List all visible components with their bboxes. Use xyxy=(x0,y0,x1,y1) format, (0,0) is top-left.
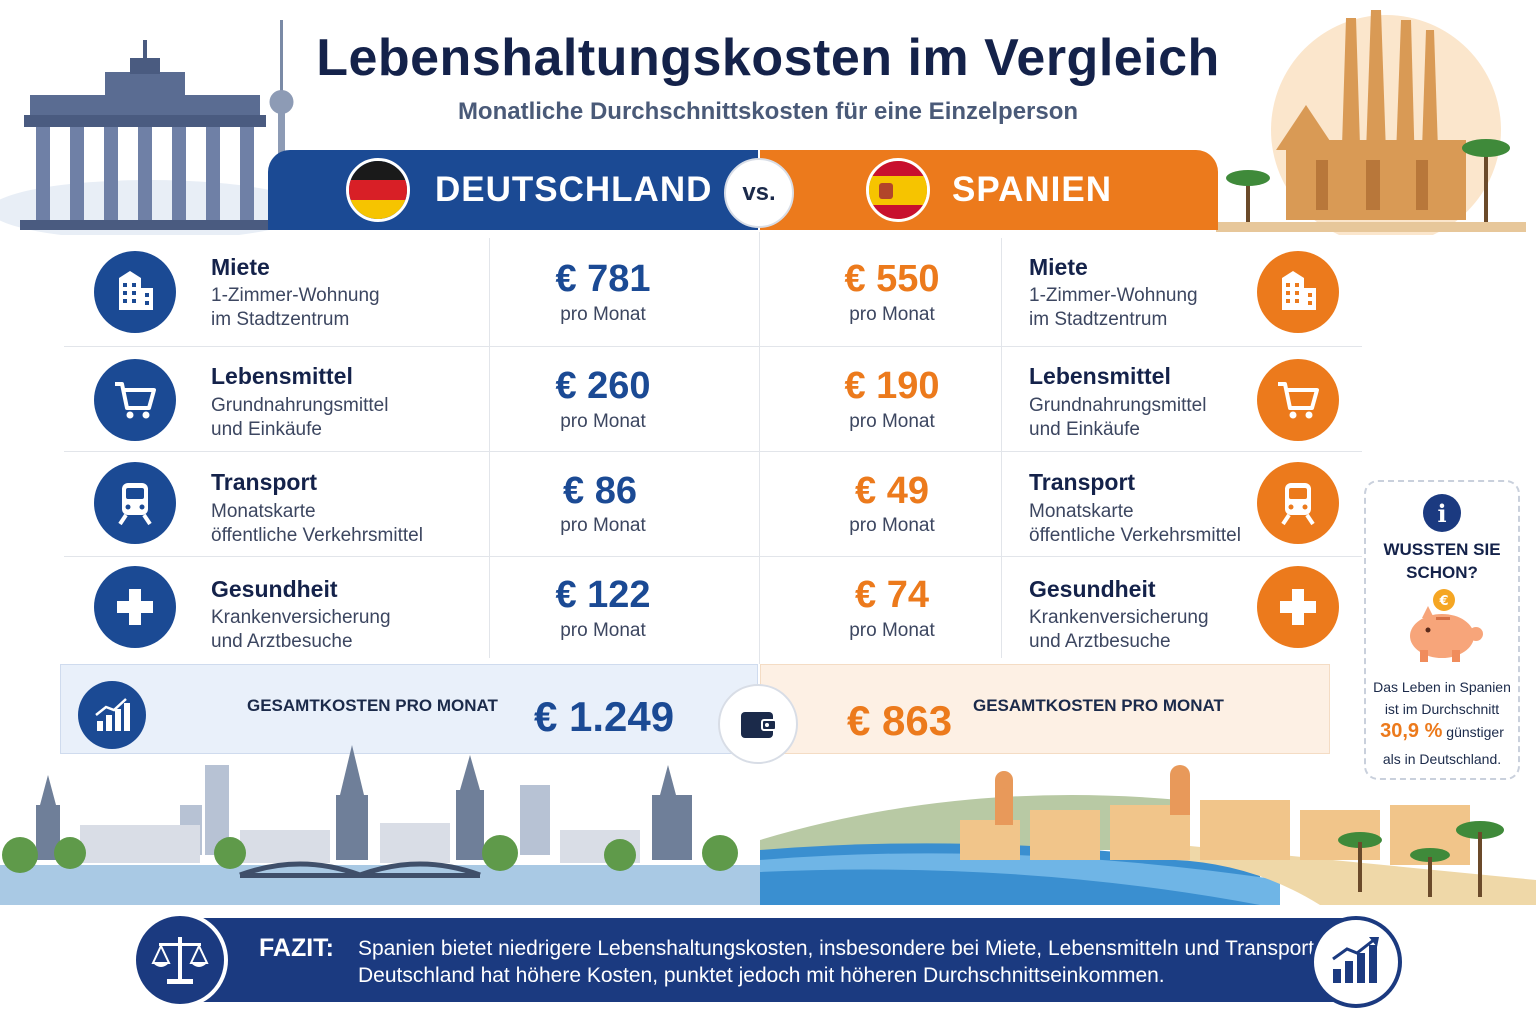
spain-flag-icon xyxy=(866,158,930,222)
conclusion-line1: Spanien bietet niedrigere Lebenshaltungs… xyxy=(358,937,1320,960)
es-column-divider xyxy=(1001,238,1002,658)
category-title-rent: Miete xyxy=(211,254,270,280)
health-cross-icon xyxy=(94,566,176,648)
de-total-panel xyxy=(60,664,758,754)
building-icon xyxy=(1257,251,1339,333)
de-price-groceries: € 260 xyxy=(555,365,651,407)
category-desc-transport-es-line2: öffentliche Verkehrsmittel xyxy=(1029,525,1241,546)
svg-text:€: € xyxy=(1438,594,1448,609)
train-icon xyxy=(94,462,176,544)
did-you-know-box: i WUSSTEN SIE SCHON? € Das Leben in Span… xyxy=(1364,480,1520,780)
info-line2: ist im Durchschnitt xyxy=(1384,701,1500,717)
spanish-coast-illustration xyxy=(760,765,1536,905)
es-price-groceries: € 190 xyxy=(844,365,940,407)
row-divider xyxy=(64,556,1362,557)
building-icon xyxy=(94,251,176,333)
germany-flag-icon xyxy=(346,158,410,222)
center-divider xyxy=(759,232,760,664)
row-divider xyxy=(64,451,1362,452)
page-title: Lebenshaltungskosten im Vergleich xyxy=(316,29,1220,87)
germany-label: DEUTSCHLAND xyxy=(435,170,713,209)
info-title: WUSSTEN SIE SCHON? xyxy=(1383,540,1501,582)
es-per-month-transport: pro Monat xyxy=(849,515,935,536)
category-title-health-es: Gesundheit xyxy=(1029,576,1156,602)
growth-chart-icon xyxy=(1332,937,1379,983)
category-title-transport-es: Transport xyxy=(1029,469,1136,495)
de-price-rent: € 781 xyxy=(555,258,651,300)
row-divider xyxy=(64,346,1362,347)
category-desc-rent-es-line2: im Stadtzentrum xyxy=(1029,309,1168,330)
scale-icon xyxy=(132,912,228,1008)
sagrada-familia-illustration xyxy=(1216,10,1526,235)
category-desc-health-es-line2: und Arztbesuche xyxy=(1029,631,1171,652)
category-title-transport: Transport xyxy=(211,469,318,495)
es-per-month-health: pro Monat xyxy=(849,620,935,641)
de-price-health: € 122 xyxy=(555,574,651,616)
de-per-month-health: pro Monat xyxy=(560,620,646,641)
wallet-badge xyxy=(718,684,798,764)
de-per-month-transport: pro Monat xyxy=(560,515,646,536)
de-total-label: GESAMTKOSTEN PRO MONAT xyxy=(247,696,498,715)
category-desc-health-line1: Krankenversicherung xyxy=(211,607,391,628)
category-desc-health-es-line1: Krankenversicherung xyxy=(1029,607,1209,628)
de-price-transport: € 86 xyxy=(563,470,637,512)
bar-chart-icon xyxy=(78,681,146,749)
germany-banner: DEUTSCHLAND xyxy=(268,150,758,230)
de-total-price: € 1.249 xyxy=(534,693,675,740)
category-desc-groceries-es-line2: und Einkäufe xyxy=(1029,419,1140,440)
info-icon: i xyxy=(1423,494,1461,532)
category-desc-groceries-line2: und Einkäufe xyxy=(211,419,322,440)
category-title-groceries-es: Lebensmittel xyxy=(1029,363,1171,389)
es-total-label: GESAMTKOSTEN PRO MONAT xyxy=(973,696,1224,715)
health-cross-icon xyxy=(1257,566,1339,648)
es-total-price: € 863 xyxy=(847,697,953,744)
category-desc-rent-line1: 1-Zimmer-Wohnung xyxy=(211,285,380,306)
conclusion-line2: Deutschland hat höhere Kosten, punktet j… xyxy=(358,964,1165,987)
train-icon xyxy=(1257,462,1339,544)
category-desc-rent-es-line1: 1-Zimmer-Wohnung xyxy=(1029,285,1198,306)
spain-label: SPANIEN xyxy=(952,170,1112,209)
piggy-bank-icon: € xyxy=(1410,589,1483,662)
de-column-divider xyxy=(489,238,490,658)
es-per-month-rent: pro Monat xyxy=(849,304,935,325)
vs-badge: vs. xyxy=(724,158,794,228)
es-price-transport: € 49 xyxy=(855,470,929,512)
category-desc-transport-line1: Monatskarte xyxy=(211,501,316,522)
category-desc-groceries-es-line1: Grundnahrungsmittel xyxy=(1029,395,1207,416)
growth-chart-badge xyxy=(1310,916,1402,1008)
spain-banner: SPANIEN xyxy=(760,150,1218,230)
es-price-rent: € 550 xyxy=(844,258,940,300)
category-desc-transport-line2: öffentliche Verkehrsmittel xyxy=(211,525,423,546)
es-price-health: € 74 xyxy=(855,574,929,616)
german-city-skyline-illustration xyxy=(0,745,760,905)
de-per-month-rent: pro Monat xyxy=(560,304,646,325)
category-desc-health-line2: und Arztbesuche xyxy=(211,631,353,652)
shopping-cart-icon xyxy=(1257,359,1339,441)
category-desc-transport-es-line1: Monatskarte xyxy=(1029,501,1134,522)
info-after-percent: günstiger xyxy=(1446,724,1504,740)
es-per-month-groceries: pro Monat xyxy=(849,411,935,432)
category-desc-groceries-line1: Grundnahrungsmittel xyxy=(211,395,389,416)
category-title-groceries: Lebensmittel xyxy=(211,363,353,389)
info-line4: als in Deutschland. xyxy=(1382,751,1502,767)
category-desc-rent-line2: im Stadtzentrum xyxy=(211,309,350,330)
conclusion-banner xyxy=(168,918,1368,1002)
es-total-panel xyxy=(760,664,1330,754)
info-percent: 30,9 % xyxy=(1380,720,1443,742)
category-title-rent-es: Miete xyxy=(1029,254,1088,280)
wallet-icon xyxy=(741,712,777,738)
de-per-month-groceries: pro Monat xyxy=(560,411,646,432)
brandenburg-gate-illustration xyxy=(0,20,310,235)
page-subtitle: Monatliche Durchschnittskosten für eine … xyxy=(457,98,1079,125)
shopping-cart-icon xyxy=(94,359,176,441)
info-line3: 30,9 % günstiger xyxy=(1370,720,1514,743)
conclusion-label: FAZIT: xyxy=(259,934,334,962)
info-line1: Das Leben in Spanien xyxy=(1373,679,1511,695)
category-title-health: Gesundheit xyxy=(211,576,338,602)
